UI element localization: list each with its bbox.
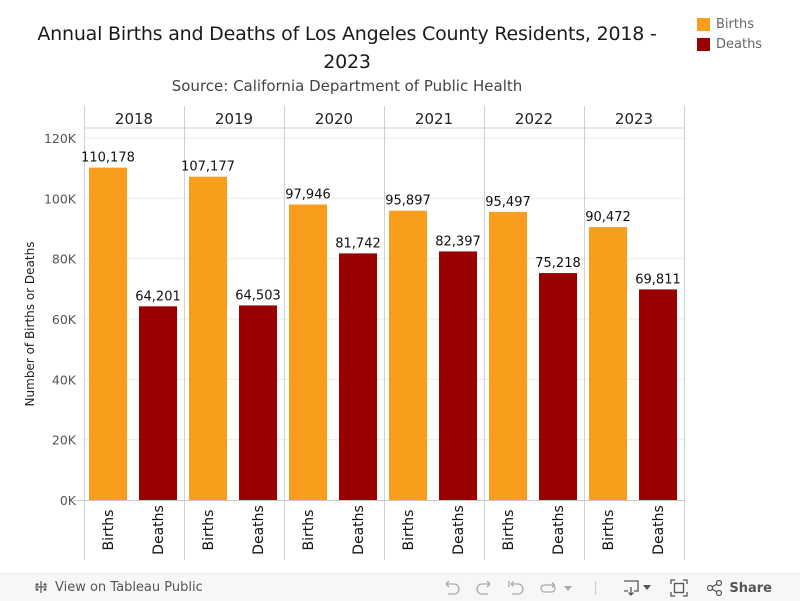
y-tick-label: 40K [52, 372, 77, 387]
view-on-tableau-link[interactable]: View on Tableau Public [33, 579, 203, 595]
share-icon [707, 580, 723, 596]
bar-births [289, 204, 327, 500]
bar-births [89, 167, 127, 500]
undo-button[interactable] [443, 578, 461, 598]
bar-deaths [339, 253, 377, 500]
y-tick-label: 120K [44, 131, 77, 146]
legend-item-births[interactable]: Births [697, 14, 762, 34]
x-tick-label: Deaths [651, 505, 667, 555]
year-header: 2023 [615, 110, 653, 128]
data-label: 110,178 [81, 151, 135, 166]
bar-chart: 0K 20K 40K 60K 80K 100K 120K Number of Births o… [23, 106, 685, 560]
chart-title-line1: Annual Births and Deaths of Los Angeles … [37, 23, 657, 45]
bar-deaths [239, 305, 277, 500]
undo-icon [445, 580, 460, 595]
data-label: 64,503 [235, 288, 281, 303]
bar-births [489, 211, 527, 500]
x-tick-label: Deaths [151, 505, 167, 555]
data-label: 95,897 [385, 194, 431, 209]
legend-item-deaths[interactable]: Deaths [697, 34, 762, 54]
revert-icon [508, 581, 524, 595]
data-label: 64,201 [135, 289, 181, 304]
fullscreen-button[interactable] [670, 578, 689, 598]
x-tick-label: Deaths [351, 505, 367, 555]
tableau-logo-icon [35, 581, 47, 593]
y-tick-label: 80K [52, 252, 77, 267]
download-button[interactable] [622, 578, 652, 598]
download-icon [624, 580, 652, 596]
redo-icon [476, 580, 491, 595]
x-tick-label: Births [401, 510, 417, 551]
x-tick-label: Deaths [551, 505, 567, 555]
y-tick-label: 0K [60, 493, 77, 508]
legend: Births Deaths [697, 14, 762, 54]
bar-deaths [539, 273, 577, 500]
data-label: 95,497 [485, 195, 531, 210]
legend-swatch-deaths [697, 37, 710, 51]
y-axis-label: Number of Births or Deaths [23, 242, 37, 407]
year-header: 2020 [315, 110, 353, 128]
data-label: 82,397 [435, 234, 481, 249]
refresh-button[interactable] [539, 578, 557, 598]
refresh-icon [540, 582, 557, 593]
bar-deaths [439, 251, 477, 500]
year-header: 2018 [115, 110, 153, 128]
legend-label-births: Births [716, 16, 754, 32]
year-header: 2021 [415, 110, 453, 128]
data-label: 97,946 [285, 188, 331, 203]
dropdown-icon [564, 586, 573, 591]
data-label: 69,811 [635, 272, 681, 287]
bar-births [389, 210, 427, 500]
data-label: 90,472 [585, 210, 631, 225]
chart-title-line2: 2023 [323, 51, 371, 73]
x-tick-label: Births [301, 510, 317, 551]
refresh-dropdown-button[interactable] [563, 578, 573, 598]
data-label: 81,742 [335, 236, 381, 251]
chart-subtitle: Source: California Department of Public … [171, 77, 523, 95]
fullscreen-icon [670, 579, 689, 597]
bar-deaths [639, 289, 677, 500]
bar-births [589, 227, 627, 501]
toolbar-separator [595, 581, 597, 595]
year-header: 2022 [515, 110, 553, 128]
data-label: 107,177 [181, 160, 235, 175]
legend-swatch-births [697, 17, 710, 31]
x-tick-label: Births [101, 510, 117, 551]
bar-births [189, 176, 227, 500]
y-tick-label: 20K [52, 433, 77, 448]
redo-button[interactable] [475, 578, 493, 598]
tableau-toolbar: View on Tableau Public Share [0, 573, 800, 601]
view-on-tableau-label: View on Tableau Public [55, 579, 203, 595]
share-label: Share [729, 580, 772, 596]
x-tick-label: Births [201, 510, 217, 551]
x-tick-label: Births [601, 510, 617, 551]
year-header: 2019 [215, 110, 253, 128]
legend-label-deaths: Deaths [716, 36, 763, 52]
data-label: 75,218 [535, 256, 581, 271]
x-tick-label: Births [501, 510, 517, 551]
y-tick-label: 100K [44, 191, 77, 206]
x-tick-label: Deaths [251, 505, 267, 555]
x-tick-label: Deaths [451, 505, 467, 555]
share-button[interactable]: Share [706, 578, 772, 598]
revert-button[interactable] [507, 578, 525, 598]
chart-title: Annual Births and Deaths of Los Angeles … [0, 20, 694, 76]
y-tick-label: 60K [52, 312, 77, 327]
bar-deaths [139, 306, 177, 500]
